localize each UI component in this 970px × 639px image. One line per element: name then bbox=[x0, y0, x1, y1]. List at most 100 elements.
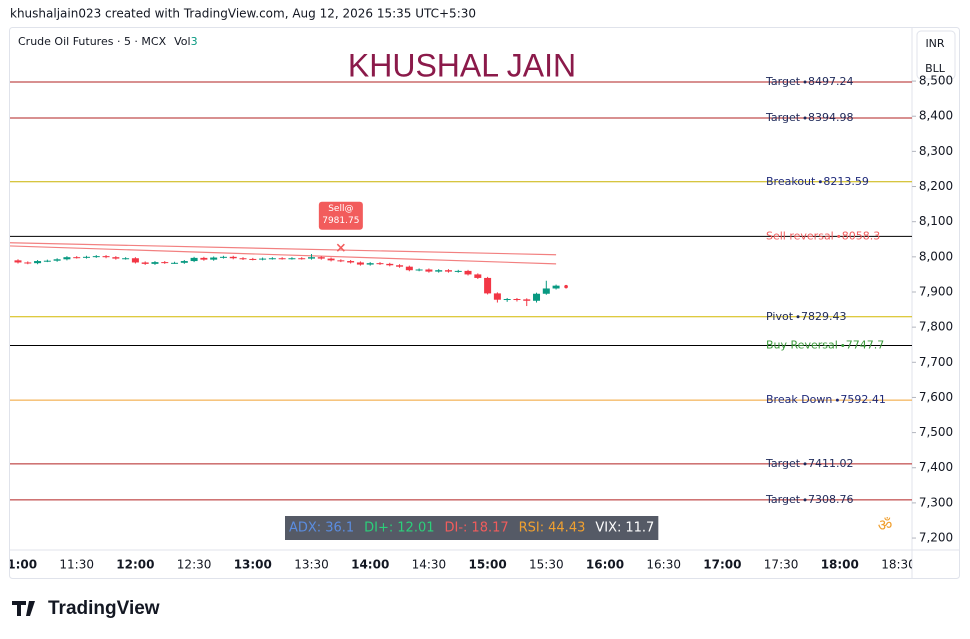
level-label: Target bbox=[765, 457, 801, 470]
om-symbol: ॐ bbox=[878, 516, 893, 535]
volume-label: Vol bbox=[174, 35, 190, 48]
indicator-value: 44.43 bbox=[548, 521, 585, 536]
candle-body bbox=[337, 260, 345, 262]
candle-body bbox=[533, 293, 541, 301]
candle-body bbox=[347, 261, 355, 263]
level-value: 7747.7 bbox=[846, 339, 885, 352]
candle-body bbox=[317, 257, 325, 259]
candle-body bbox=[200, 257, 208, 260]
candle-body bbox=[278, 258, 286, 260]
candle-body bbox=[327, 258, 335, 261]
level-value: 8213.59 bbox=[823, 175, 869, 188]
x-tick-label: 13:30 bbox=[294, 558, 329, 572]
candle-body bbox=[92, 256, 100, 258]
level-dot bbox=[803, 498, 807, 502]
y-tick-label: 7,300 bbox=[919, 495, 953, 509]
candle-body bbox=[63, 257, 71, 260]
candle-body bbox=[542, 288, 550, 294]
candle-body bbox=[131, 258, 139, 263]
candle-body bbox=[503, 299, 511, 301]
candle-body bbox=[210, 257, 218, 260]
x-axis-labels: 11:00 11:30 12:00 12:30 13:00 13:30 14:00 14:30… bbox=[10, 558, 912, 572]
signal-value: 7981.75 bbox=[322, 216, 359, 226]
indicator-label: RSI: bbox=[519, 521, 545, 536]
x-tick-label: 12:30 bbox=[177, 558, 212, 572]
candle-body bbox=[141, 262, 149, 264]
candle-body bbox=[405, 266, 413, 271]
x-tick-label: 16:00 bbox=[586, 558, 624, 572]
candle-body bbox=[249, 258, 257, 260]
y-tick-label: 7,900 bbox=[919, 284, 953, 298]
candle-body bbox=[493, 293, 501, 300]
candle-body bbox=[435, 270, 443, 272]
candle-body bbox=[239, 258, 247, 260]
candle-body bbox=[366, 263, 374, 265]
y-tick-label: 7,500 bbox=[919, 425, 953, 439]
level-label: Break Down bbox=[766, 393, 832, 406]
x-tick-label: 18:00 bbox=[821, 558, 859, 572]
level-value: 7592.41 bbox=[840, 393, 886, 406]
level-label: Pivot bbox=[766, 310, 794, 323]
candle-body bbox=[454, 270, 462, 272]
x-tick-label: 15:30 bbox=[529, 558, 564, 572]
logo-icon bbox=[12, 601, 35, 616]
indicator-value: 12.01 bbox=[397, 521, 434, 536]
x-tick-label: 14:00 bbox=[351, 558, 389, 572]
level-label: Target bbox=[765, 493, 801, 506]
level-dot bbox=[803, 116, 807, 120]
logo-text: TradingView bbox=[48, 598, 160, 619]
candle-body bbox=[484, 277, 492, 294]
candle-body bbox=[268, 258, 276, 260]
level-dot bbox=[803, 80, 807, 84]
candle-body bbox=[444, 270, 452, 272]
level-dot bbox=[796, 315, 800, 319]
indicator-label: ADX: bbox=[289, 521, 321, 536]
candle-body bbox=[288, 258, 296, 260]
x-tick-label: 17:00 bbox=[703, 558, 741, 572]
candle-body bbox=[180, 261, 188, 263]
candle-body bbox=[386, 263, 394, 266]
candle-body bbox=[308, 257, 315, 259]
y-tick-label: 8,100 bbox=[919, 214, 953, 228]
level-value: 7411.02 bbox=[808, 457, 854, 470]
level-dot bbox=[841, 344, 845, 348]
candle-body bbox=[102, 256, 110, 258]
candle-body bbox=[298, 258, 306, 260]
currency-button[interactable]: INR bbox=[925, 37, 944, 50]
candle-body bbox=[415, 269, 423, 271]
level-value: 7829.43 bbox=[801, 310, 847, 323]
candle-body bbox=[14, 260, 22, 263]
candle-body bbox=[161, 262, 169, 264]
candle-body bbox=[190, 257, 198, 262]
trendline bbox=[10, 245, 557, 265]
indicator-label: VIX: bbox=[595, 521, 621, 536]
candle-body bbox=[259, 258, 267, 260]
level-label: Target bbox=[765, 111, 801, 124]
signal-box bbox=[318, 201, 363, 230]
y-tick-label: 7,400 bbox=[919, 460, 953, 474]
candle-body bbox=[219, 256, 227, 258]
level-value: 8394.98 bbox=[808, 111, 854, 124]
level-dot bbox=[837, 234, 841, 238]
candle-body bbox=[552, 285, 560, 289]
unit-button[interactable]: BLL bbox=[925, 62, 946, 75]
y-tick-label: 7,600 bbox=[919, 390, 953, 404]
x-tick-label: 12:00 bbox=[116, 558, 154, 572]
candle-body bbox=[425, 269, 433, 272]
indicator-label: DI-: bbox=[445, 521, 468, 536]
candle-body bbox=[43, 260, 51, 262]
y-tick-label: 7,700 bbox=[919, 355, 953, 369]
candle-body bbox=[464, 270, 472, 275]
currency-box[interactable] bbox=[916, 30, 956, 80]
y-tick-label: 8,300 bbox=[919, 144, 953, 158]
candle-body bbox=[73, 257, 81, 259]
candle-body bbox=[513, 299, 521, 301]
y-tick-label: 7,200 bbox=[919, 531, 953, 545]
level-value: 7308.76 bbox=[808, 493, 854, 506]
volume-value: 3 bbox=[191, 35, 198, 48]
candle-body bbox=[474, 274, 482, 278]
x-tick-label: 16:30 bbox=[646, 558, 681, 572]
level-value: 8058.3 bbox=[842, 229, 881, 242]
candle-body bbox=[82, 256, 90, 258]
